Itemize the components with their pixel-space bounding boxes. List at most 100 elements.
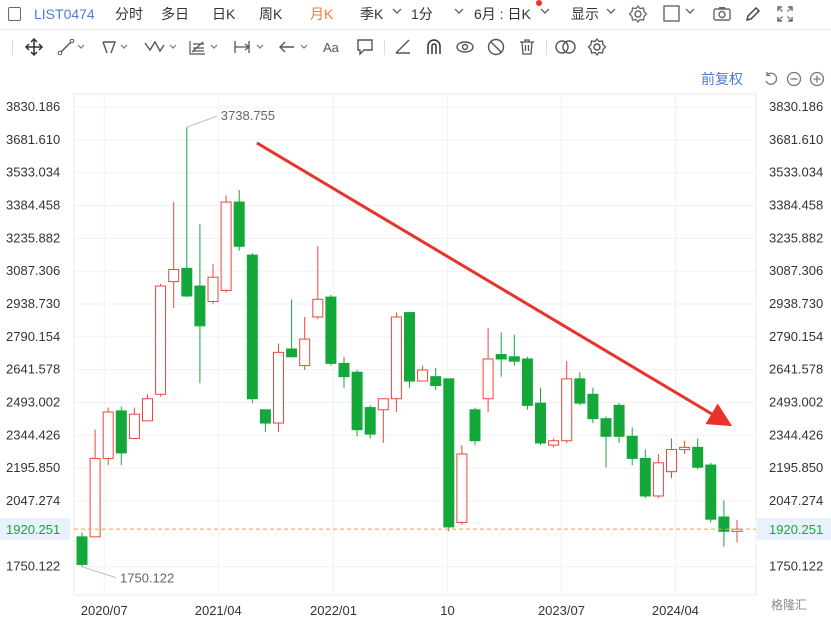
candle (338, 356, 350, 388)
candle-body (325, 296, 337, 364)
chevron-down-icon[interactable] (392, 6, 402, 16)
tab-weekly-k[interactable]: 周K (259, 6, 283, 22)
candle (495, 332, 507, 377)
line-tool-icon[interactable] (57, 37, 87, 57)
candle-body (168, 268, 180, 283)
eye-off-icon[interactable] (486, 37, 506, 57)
period-select[interactable]: 6月 : 日K (474, 6, 531, 22)
tab-quarterly-k[interactable]: 季K (360, 6, 384, 22)
candle-body (273, 351, 284, 424)
candle (443, 378, 455, 532)
chart-axes: 3830.186 3830.186 3681.610 3681.610 3533.034… (6, 99, 823, 618)
candle-body (128, 413, 140, 440)
ticker-symbol[interactable]: LIST0474 (34, 6, 95, 22)
candle (102, 407, 114, 466)
drawing-settings-icon[interactable] (587, 37, 607, 57)
camera-icon[interactable] (712, 4, 732, 24)
watermark: 格隆汇 (771, 598, 808, 612)
candle-body (456, 453, 468, 523)
fibonacci-tool-icon[interactable] (187, 37, 221, 57)
zoom-in-icon[interactable] (809, 71, 825, 87)
candle-body (312, 298, 324, 318)
wave-tool-icon[interactable] (143, 37, 179, 57)
candle-body (430, 376, 442, 386)
candle (194, 224, 206, 384)
candle (299, 316, 311, 371)
candle-body (718, 516, 730, 532)
drawing-toolbar: Aa (0, 31, 831, 63)
candle (521, 356, 533, 410)
candlestick-chart[interactable]: 1920.251 1920.251 3738.755 1750.122 3830.18… (0, 90, 831, 623)
tab-1-minute[interactable]: 1分 (411, 6, 433, 22)
candle-body (377, 398, 389, 411)
candle-body (587, 393, 599, 420)
candle (76, 532, 88, 567)
candle (561, 361, 573, 443)
candle (705, 462, 717, 523)
y-tick-label-left: 3384.458 (6, 198, 60, 213)
display-menu[interactable]: 显示 (571, 6, 599, 22)
candle-body (495, 354, 507, 360)
candle (246, 252, 258, 404)
candle (456, 445, 468, 525)
magnet-icon[interactable] (424, 37, 444, 57)
zoom-out-icon[interactable] (786, 71, 802, 87)
compare-icon[interactable] (554, 37, 578, 57)
measure-tool-icon[interactable] (232, 37, 268, 57)
candle-body (574, 378, 586, 404)
candle (155, 283, 167, 397)
y-tick-label-right: 3235.882 (769, 230, 823, 245)
last-price-tag (0, 518, 70, 541)
candle (587, 387, 599, 424)
candle (351, 370, 363, 437)
candle (692, 438, 704, 470)
tab-multi-day[interactable]: 多日 (161, 6, 189, 22)
candle (666, 438, 677, 479)
candle-body (666, 449, 677, 473)
candle-body (508, 356, 520, 362)
text-tool-icon[interactable]: Aa (322, 37, 344, 57)
y-tick-label-right: 3384.458 (769, 198, 823, 213)
chevron-down-icon[interactable] (540, 6, 550, 16)
candle (233, 189, 245, 251)
pencil-icon[interactable] (743, 4, 763, 24)
min-leader-line (81, 566, 117, 579)
candle-body (76, 536, 88, 565)
fullscreen-icon[interactable] (775, 4, 795, 24)
arrow-tool-icon[interactable] (276, 37, 312, 57)
plot-border (73, 93, 757, 596)
candle (325, 294, 337, 366)
channel-tool-icon[interactable] (100, 37, 130, 57)
chevron-down-icon[interactable] (685, 6, 695, 16)
last-price-label-right: 1920.251 (769, 522, 823, 537)
candle (142, 394, 153, 422)
y-tick-label-right: 1750.122 (769, 559, 823, 574)
candle-body (299, 338, 311, 367)
settings-icon[interactable] (628, 4, 648, 24)
hide-drawings-icon[interactable] (455, 37, 475, 57)
y-tick-label-left: 3235.882 (6, 230, 60, 245)
comment-icon[interactable] (355, 37, 375, 57)
chevron-down-icon[interactable] (454, 6, 464, 16)
tab-intraday[interactable]: 分时 (115, 6, 143, 22)
candle-body (535, 402, 546, 444)
ruler-icon[interactable] (393, 37, 413, 57)
stock-icon[interactable] (8, 7, 21, 21)
chevron-down-icon[interactable] (606, 6, 616, 16)
tab-monthly-k[interactable]: 月K (310, 6, 334, 22)
move-icon[interactable] (24, 37, 44, 57)
y-tick-label-right: 2047.274 (769, 493, 823, 508)
y-tick-label-left: 2493.002 (6, 395, 60, 410)
chart-style-icon[interactable] (662, 4, 682, 24)
candle-body (246, 254, 258, 400)
y-tick-label-left: 2047.274 (6, 493, 60, 508)
svg-text:Aa: Aa (323, 40, 340, 55)
candle-body (142, 398, 153, 422)
candle-body (390, 316, 402, 400)
candle-body (443, 378, 455, 528)
undo-icon[interactable] (763, 71, 779, 87)
tab-daily-k[interactable]: 日K (212, 6, 236, 22)
trash-icon[interactable] (517, 37, 537, 57)
price-adjust-button[interactable]: 前复权 (701, 71, 743, 87)
candle (548, 438, 560, 448)
